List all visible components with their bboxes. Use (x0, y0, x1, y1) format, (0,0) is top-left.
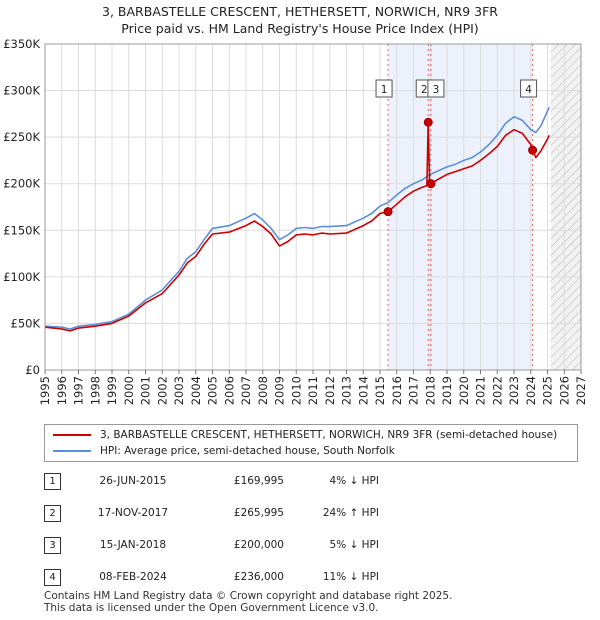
legend-item-hpi: HPI: Average price, semi-detached house,… (53, 443, 395, 459)
sale-label-text: 1 (381, 84, 388, 96)
x-tick-label: 2019 (440, 376, 454, 405)
sale-row: 1 26-JUN-2015 £169,995 4% ↓ HPI (44, 473, 464, 490)
x-tick-label: 2013 (340, 376, 354, 405)
x-tick-label: 2025 (541, 376, 555, 405)
x-tick-label: 2020 (457, 376, 471, 405)
x-tick-label: 1997 (72, 376, 86, 405)
x-tick-label: 2021 (474, 376, 488, 405)
legend-swatch-hpi (53, 450, 91, 452)
x-tick-label: 2006 (222, 376, 236, 405)
legend: 3, BARBASTELLE CRESCENT, HETHERSETT, NOR… (44, 424, 578, 462)
y-tick-label: £200K (3, 177, 40, 191)
x-tick-label: 2023 (507, 376, 521, 405)
x-tick-label: 2027 (574, 376, 588, 405)
legend-label-hpi: HPI: Average price, semi-detached house,… (100, 445, 395, 457)
y-tick-label: £100K (3, 270, 40, 284)
x-tick-label: 2008 (256, 376, 270, 405)
x-tick-label: 2000 (122, 376, 136, 405)
chart-title-block: 3, BARBASTELLE CRESCENT, HETHERSETT, NOR… (0, 3, 600, 37)
sale-number-badge: 4 (44, 569, 61, 586)
x-tick-label: 2001 (139, 376, 153, 405)
sale-marker-point (426, 179, 436, 189)
hpi-series-line (44, 106, 550, 330)
sale-period-band (388, 44, 533, 370)
x-tick-label: 1998 (88, 376, 102, 405)
sale-number-badge: 3 (44, 537, 61, 554)
x-tick-label: 2002 (155, 376, 169, 405)
sale-number-badge: 2 (44, 505, 61, 522)
y-tick-label: £150K (3, 223, 40, 237)
sale-price: £169,995 (233, 475, 284, 487)
x-tick-label: 2011 (306, 376, 320, 405)
sale-number-badge: 1 (44, 473, 61, 490)
chart-subtitle: Price paid vs. HM Land Registry's House … (121, 21, 479, 36)
x-tick-label: 2009 (273, 376, 287, 405)
legend-item-property: 3, BARBASTELLE CRESCENT, HETHERSETT, NOR… (53, 427, 557, 443)
x-tick-label: 2017 (407, 376, 421, 405)
sale-date: 17-NOV-2017 (97, 507, 169, 519)
property-series-line (44, 121, 550, 332)
footer: Contains HM Land Registry data © Crown c… (44, 590, 452, 614)
y-tick-label: £0 (25, 363, 40, 377)
y-tick-label: £300K (3, 84, 40, 98)
legend-swatch-property (53, 434, 91, 436)
sale-date: 15-JAN-2018 (99, 539, 167, 551)
x-tick-label: 1999 (105, 376, 119, 405)
x-tick-label: 2012 (323, 376, 337, 405)
sale-marker-point (383, 207, 393, 217)
sale-label-text: 4 (525, 84, 532, 96)
sale-hpi-diff: 11% ↓ HPI (322, 571, 379, 583)
sale-label-box (427, 79, 445, 98)
sale-price: £265,995 (233, 507, 284, 519)
x-tick-label: 2022 (490, 376, 504, 405)
sale-price: £200,000 (233, 539, 284, 551)
sale-hpi-diff: 4% ↓ HPI (329, 475, 379, 487)
sale-hpi-diff: 5% ↓ HPI (329, 539, 379, 551)
y-tick-label: £50K (11, 316, 41, 330)
sale-label-box (520, 79, 538, 98)
sale-row: 4 08-FEB-2024 £236,000 11% ↓ HPI (44, 569, 464, 586)
x-tick-label: 2026 (557, 376, 571, 405)
x-tick-label: 2024 (524, 376, 538, 405)
sale-date: 08-FEB-2024 (99, 571, 167, 583)
sale-price: £236,000 (233, 571, 284, 583)
x-tick-label: 2007 (239, 376, 253, 405)
y-tick-label: £250K (3, 130, 40, 144)
x-tick-label: 2014 (356, 376, 370, 405)
x-tick-label: 2018 (423, 376, 437, 405)
sale-label-text: 3 (433, 84, 440, 96)
y-tick-label: £350K (3, 37, 40, 51)
x-tick-label: 2016 (390, 376, 404, 405)
x-tick-label: 2015 (373, 376, 387, 405)
sale-row: 3 15-JAN-2018 £200,000 5% ↓ HPI (44, 537, 464, 554)
x-tick-label: 2005 (206, 376, 220, 405)
footer-licence: This data is licensed under the Open Gov… (44, 602, 379, 614)
future-hatch (550, 44, 581, 370)
sale-date: 26-JUN-2015 (99, 475, 167, 487)
x-tick-label: 1996 (55, 376, 69, 405)
sale-row: 2 17-NOV-2017 £265,995 24% ↑ HPI (44, 505, 464, 522)
x-tick-label: 2004 (189, 376, 203, 405)
x-tick-label: 2010 (289, 376, 303, 405)
sale-label-text: 2 (421, 84, 428, 96)
x-tick-label: 1995 (38, 376, 52, 405)
legend-label-property: 3, BARBASTELLE CRESCENT, HETHERSETT, NOR… (100, 429, 558, 441)
x-tick-label: 2003 (172, 376, 186, 405)
sale-label-box (375, 79, 393, 98)
footer-copyright: Contains HM Land Registry data © Crown c… (44, 590, 453, 602)
sale-marker-point (528, 145, 538, 155)
chart-title: 3, BARBASTELLE CRESCENT, HETHERSETT, NOR… (102, 4, 498, 19)
sale-marker-point (423, 117, 433, 127)
sale-hpi-diff: 24% ↑ HPI (322, 507, 379, 519)
